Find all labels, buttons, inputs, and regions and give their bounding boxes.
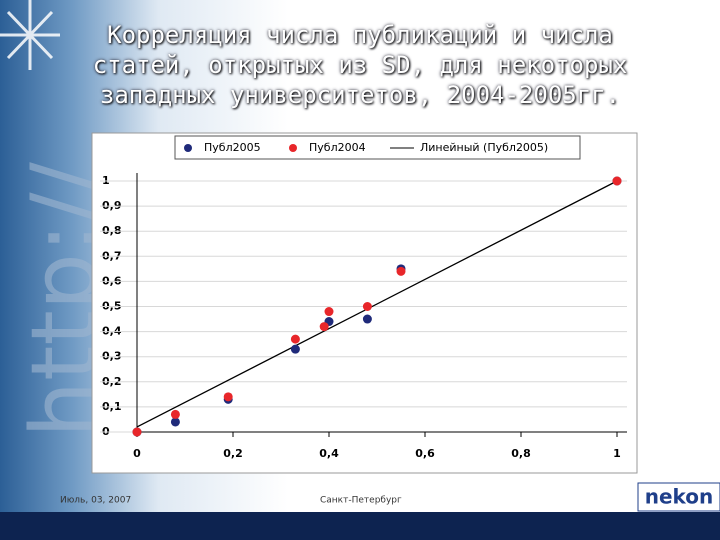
x-tick-label: 0,4 <box>319 447 339 460</box>
x-tick-label: 0,2 <box>223 447 243 460</box>
title-line: статей, открытых из SD, для некоторых <box>92 51 628 79</box>
legend-box <box>174 135 581 160</box>
title-line: западных университетов, 2004-2005гг. <box>99 81 621 109</box>
logo-box <box>637 482 720 512</box>
point <box>132 427 142 437</box>
point <box>290 334 300 344</box>
point <box>290 344 300 354</box>
footer-date: Июль, 03, 2007 <box>60 496 131 506</box>
x-tick-label: 0,8 <box>511 447 531 460</box>
legend-label: Публ2004 <box>309 141 366 154</box>
point <box>362 302 372 311</box>
legend-label: Линейный (Публ2005) <box>420 141 548 154</box>
point <box>170 417 180 427</box>
title: Корреляция числа публикаций и числа стат… <box>60 20 660 110</box>
chart-area <box>91 132 638 474</box>
legend-label: Публ2005 <box>204 141 261 154</box>
footer-city: Санкт-Петербург <box>320 496 402 506</box>
legend-marker <box>289 144 297 152</box>
x-tick-label: 0 <box>133 447 141 460</box>
snowflake <box>0 0 60 70</box>
point <box>170 409 180 419</box>
footer-bar <box>0 512 720 540</box>
title-line: Корреляция числа публикаций и числа <box>107 21 613 49</box>
x-tick-label: 1 <box>613 447 621 460</box>
point <box>362 314 372 324</box>
point <box>396 266 406 276</box>
point <box>223 392 233 402</box>
point <box>324 307 334 317</box>
legend-marker <box>184 144 192 152</box>
logo: nekon <box>645 485 714 509</box>
x-tick-label: 0,6 <box>415 447 435 460</box>
point <box>319 322 329 332</box>
point <box>612 176 622 186</box>
trendline <box>136 180 618 428</box>
